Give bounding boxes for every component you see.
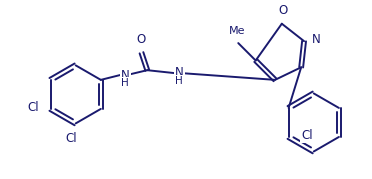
Text: N: N [121, 69, 130, 81]
Text: H: H [121, 78, 129, 88]
Text: O: O [137, 33, 146, 46]
Text: Cl: Cl [301, 129, 313, 142]
Text: H: H [175, 76, 183, 86]
Text: Cl: Cl [27, 101, 39, 114]
Text: Me: Me [229, 26, 246, 36]
Text: N: N [175, 66, 184, 79]
Text: O: O [278, 4, 288, 17]
Text: Cl: Cl [65, 132, 77, 145]
Text: N: N [312, 33, 321, 46]
